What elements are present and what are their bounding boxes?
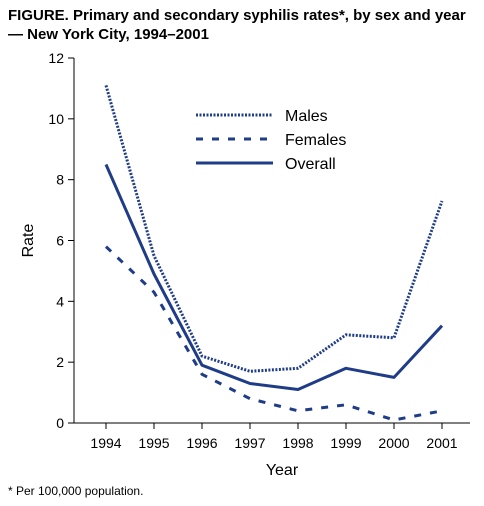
legend-label-females: Females: [285, 132, 346, 149]
y-tick-label: 0: [56, 415, 64, 431]
y-tick-label: 10: [48, 111, 64, 127]
x-tick-label: 1997: [234, 435, 265, 451]
x-tick-label: 1999: [330, 435, 361, 451]
y-tick-label: 12: [48, 50, 64, 66]
chart-title: FIGURE. Primary and secondary syphilis r…: [8, 7, 466, 43]
axes: 0 2 4 6 8 10 12 1994 1995 1996 1997 1998 1999 2000 200…: [20, 50, 470, 479]
x-tick-label: 2001: [426, 435, 457, 451]
footnote: * Per 100,000 population.: [8, 484, 144, 498]
y-tick-label: 8: [56, 172, 64, 188]
legend-label-males: Males: [285, 108, 328, 125]
x-tick-label: 2000: [378, 435, 409, 451]
series-line-overall: [104, 163, 444, 391]
legend-label-overall: Overall: [285, 156, 336, 173]
series-line-males: [104, 84, 444, 373]
x-tick-label: 1994: [90, 435, 121, 451]
y-tick-label: 4: [56, 293, 64, 309]
x-tick-label: 1995: [138, 435, 169, 451]
legend: Males Females Overall: [196, 108, 346, 173]
x-tick-label: 1998: [282, 435, 313, 451]
series-line-females: [104, 245, 443, 422]
x-tick-label: 1996: [186, 435, 217, 451]
y-tick-label: 2: [56, 354, 64, 370]
series-layer: [104, 84, 444, 422]
x-axis-label: Year: [266, 462, 299, 479]
y-tick-label: 6: [56, 233, 64, 249]
y-axis-label: Rate: [20, 224, 37, 258]
